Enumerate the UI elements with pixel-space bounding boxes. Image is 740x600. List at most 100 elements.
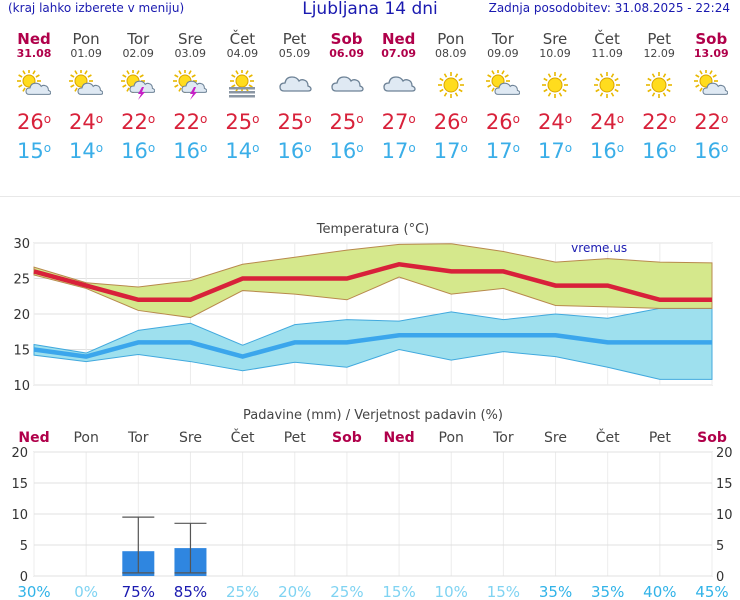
x-category-label: Sre bbox=[179, 430, 202, 446]
sun-ray bbox=[139, 74, 144, 78]
precip-probability: 20% bbox=[278, 583, 311, 600]
day-column: Tor 02.09 22o 16o bbox=[112, 30, 164, 163]
chart-title: Padavine (mm) / Verjetnost padavin (%) bbox=[243, 408, 503, 423]
y-tick-label: 15 bbox=[11, 477, 28, 492]
precip-probability: 0% bbox=[74, 583, 98, 600]
day-date: 08.09 bbox=[435, 47, 467, 60]
icon-graphic bbox=[121, 69, 156, 100]
day-name: Tor bbox=[127, 30, 150, 48]
cloud-shape bbox=[181, 80, 208, 93]
icon-graphic bbox=[694, 69, 729, 95]
day-name: Ned bbox=[381, 30, 416, 48]
day-date: 10.09 bbox=[539, 47, 571, 60]
sun-ray bbox=[32, 70, 36, 75]
icon-graphic bbox=[383, 76, 416, 92]
y-tick-label: 10 bbox=[11, 508, 28, 523]
sun-ray bbox=[178, 87, 182, 92]
sun-ray bbox=[695, 74, 700, 78]
day-name: Pet bbox=[647, 30, 671, 48]
sun-ray bbox=[454, 92, 458, 97]
sun-ray bbox=[174, 84, 179, 88]
sun-ray bbox=[699, 87, 703, 92]
cloud-shape bbox=[383, 76, 416, 92]
day-name: Pon bbox=[72, 30, 100, 48]
max-temp: 26o bbox=[16, 110, 52, 134]
cloud-icon bbox=[382, 70, 416, 100]
sun-ray bbox=[558, 92, 563, 97]
sun-ray bbox=[695, 84, 700, 88]
fog-line bbox=[229, 91, 256, 94]
day-name: Pet bbox=[282, 30, 307, 48]
sun-ray bbox=[651, 73, 656, 78]
day-date: 09.09 bbox=[487, 47, 519, 60]
max-temp: 25o bbox=[329, 110, 364, 134]
max-temp: 22o bbox=[694, 110, 729, 134]
x-category-label: Sob bbox=[332, 430, 362, 446]
sun-ray bbox=[610, 73, 615, 78]
x-category-label: Pet bbox=[649, 430, 672, 446]
day-name: Sob bbox=[330, 30, 363, 48]
sun-ray bbox=[709, 70, 713, 75]
sun-ray bbox=[18, 84, 23, 88]
min-temp: 14o bbox=[225, 139, 260, 163]
sun-ray bbox=[443, 92, 447, 97]
sun-ray bbox=[614, 88, 619, 93]
precip-probability: 25% bbox=[226, 583, 259, 600]
max-temp: 26o bbox=[485, 110, 520, 134]
icon-graphic bbox=[437, 72, 464, 98]
sun-ray bbox=[18, 74, 23, 78]
icon-graphic bbox=[69, 69, 104, 95]
day-column: Pet 05.09 25o 16o bbox=[269, 30, 321, 163]
precipitation-chart: Padavine (mm) / Verjetnost padavin (%) Ne… bbox=[11, 408, 733, 600]
daily-forecast-strip: Ned 31.08 26o 15o Pon 01.09 24o 14o Tor 02.09 22o 1… bbox=[0, 30, 740, 170]
x-category-label: Čet bbox=[596, 428, 620, 446]
cloud-outline bbox=[383, 76, 416, 92]
sun-ray bbox=[712, 74, 718, 78]
sun-ray bbox=[647, 88, 652, 93]
sun-ray bbox=[666, 88, 671, 93]
min-temp: 15o bbox=[16, 139, 52, 163]
cloud-outline bbox=[702, 82, 729, 95]
y-tick-label-right: 10 bbox=[716, 508, 733, 523]
min-temp: 16o bbox=[173, 139, 208, 163]
sun-fog-icon bbox=[225, 69, 259, 100]
sun-ray bbox=[543, 88, 548, 93]
y-tick-label: 20 bbox=[13, 308, 30, 323]
x-category-label: Pet bbox=[284, 430, 307, 446]
sun-cloud-icon bbox=[485, 69, 521, 100]
sun-cloud-icon bbox=[694, 69, 729, 100]
sun-ray bbox=[504, 74, 509, 78]
day-date: 31.08 bbox=[16, 47, 52, 60]
sun-ray bbox=[501, 70, 505, 75]
sun-ray bbox=[614, 77, 619, 82]
y-tick-label: 30 bbox=[13, 237, 30, 252]
sun-ray bbox=[599, 92, 604, 97]
max-temp: 22o bbox=[642, 110, 677, 134]
cloud-outline bbox=[181, 80, 208, 93]
x-category-label: Sob bbox=[697, 430, 727, 446]
max-temp: 22o bbox=[121, 110, 156, 134]
day-column: Sre 03.09 22o 16o bbox=[164, 30, 216, 163]
y-tick-label-right: 5 bbox=[716, 539, 724, 554]
cloud-shape bbox=[494, 82, 521, 95]
sun-ray bbox=[651, 92, 656, 97]
sun-ray bbox=[126, 70, 130, 75]
location-note[interactable]: (kraj lahko izberete v meniju) bbox=[8, 1, 185, 15]
cloud-outline bbox=[330, 76, 364, 92]
day-column: Pon 01.09 24o 14o bbox=[60, 30, 112, 163]
sun-ray bbox=[178, 70, 182, 75]
min-temp: 17o bbox=[433, 139, 468, 163]
sun-ray bbox=[245, 70, 250, 75]
precip-probability: 45% bbox=[695, 583, 728, 600]
sun-ray bbox=[191, 74, 197, 78]
precip-probability: 10% bbox=[435, 583, 468, 600]
divider bbox=[0, 196, 740, 197]
icon-graphic bbox=[17, 69, 52, 95]
day-column: Sob 13.09 22o 16o bbox=[685, 30, 737, 163]
sun-icon bbox=[538, 70, 572, 100]
day-name: Čet bbox=[594, 30, 620, 48]
icon-graphic bbox=[330, 76, 364, 92]
day-column: Sob 06.09 25o 16o bbox=[321, 30, 373, 163]
day-name: Sob bbox=[695, 30, 728, 48]
min-temp: 17o bbox=[537, 139, 573, 163]
